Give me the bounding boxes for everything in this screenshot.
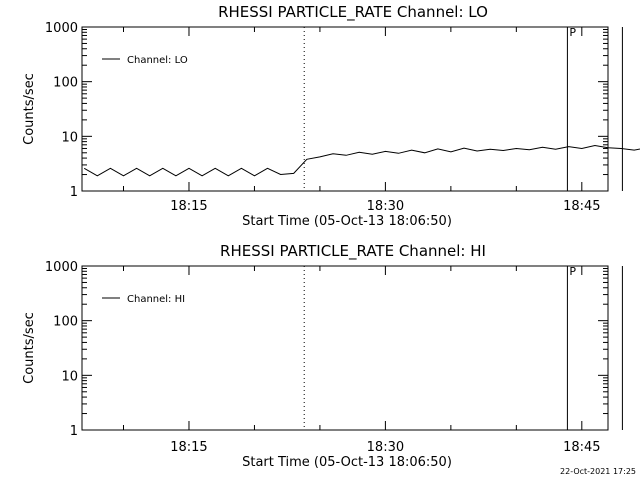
chart-title: RHESSI PARTICLE_RATE Channel: LO — [218, 3, 488, 22]
plot-frame — [81, 265, 609, 431]
y-tick-label: 10 — [61, 369, 78, 384]
y-tick-label: 1 — [70, 424, 78, 439]
y-tick-label: 1000 — [45, 21, 78, 36]
x-tick-label: 18:45 — [563, 199, 600, 214]
x-axis-label: Start Time (05-Oct-13 18:06:50) — [242, 214, 452, 229]
chart-title: RHESSI PARTICLE_RATE Channel: HI — [220, 242, 486, 261]
event-marker-label: P — [569, 265, 576, 278]
y-axis-label: Counts/sec — [22, 73, 37, 145]
y-axis-label: Counts/sec — [22, 312, 37, 384]
chart-panel-1: RHESSI PARTICLE_RATE Channel: HI Counts/s… — [22, 242, 623, 470]
y-tick-label: 100 — [53, 315, 78, 330]
footer-timestamp: 22-Oct-2021 17:25 — [560, 467, 636, 476]
legend-label: Channel: LO — [127, 55, 188, 66]
x-tick-label: 18:15 — [170, 199, 207, 214]
event-marker-label: P — [569, 26, 576, 39]
x-axis-label: Start Time (05-Oct-13 18:06:50) — [242, 455, 452, 470]
legend-label: Channel: HI — [127, 294, 185, 305]
y-tick-label: 100 — [53, 76, 78, 91]
x-tick-label: 18:30 — [367, 199, 404, 214]
y-tick-label: 1 — [70, 185, 78, 200]
y-tick-label: 1000 — [45, 260, 78, 275]
chart-panel-0: RHESSI PARTICLE_RATE Channel: LO Counts/s… — [22, 3, 640, 229]
series-line — [83, 144, 640, 177]
y-tick-label: 10 — [61, 130, 78, 145]
plot-frame — [81, 26, 609, 192]
x-tick-label: 18:45 — [563, 440, 600, 455]
x-tick-label: 18:30 — [367, 440, 404, 455]
x-tick-label: 18:15 — [170, 440, 207, 455]
